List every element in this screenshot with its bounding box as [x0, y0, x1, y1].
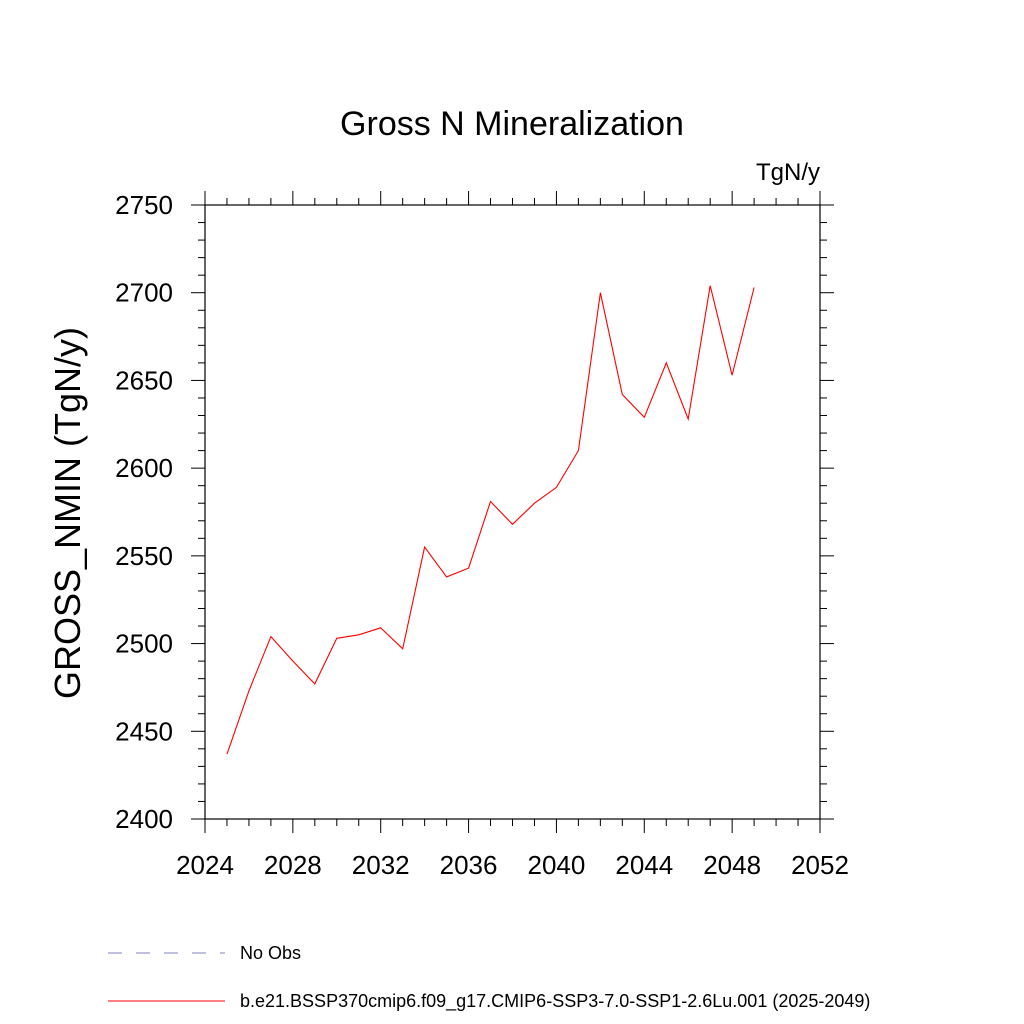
plot-frame [204, 204, 821, 820]
axis-ticks [191, 191, 834, 833]
y-axis-label: GROSS_NMIN (TgN/y) [47, 327, 88, 699]
y-tick-label: 2750 [115, 190, 173, 220]
x-tick-label: 2052 [791, 850, 849, 880]
series-line [226, 285, 755, 755]
x-tick-label: 2024 [176, 850, 234, 880]
legend-label-model: b.e21.BSSP370cmip6.f09_g17.CMIP6-SSP3-7.… [240, 991, 870, 1012]
legend: No Obs b.e21.BSSP370cmip6.f09_g17.CMIP6-… [108, 943, 870, 1012]
x-tick-label: 2044 [615, 850, 673, 880]
y-tick-label: 2500 [115, 629, 173, 659]
chart-title: Gross N Mineralization [340, 105, 684, 143]
legend-label-no-obs: No Obs [240, 943, 301, 963]
y-tick-label: 2450 [115, 716, 173, 746]
x-tick-label: 2028 [264, 850, 322, 880]
y-tick-label: 2700 [115, 278, 173, 308]
y-tick-label: 2400 [115, 804, 173, 834]
series-group [226, 285, 755, 755]
x-tick-label: 2032 [352, 850, 410, 880]
y-tick-label: 2550 [115, 541, 173, 571]
y-tick-label: 2650 [115, 365, 173, 395]
x-tick-label: 2040 [528, 850, 586, 880]
x-tick-label: 2036 [440, 850, 498, 880]
x-tick-label: 2048 [703, 850, 761, 880]
y-tick-label: 2600 [115, 453, 173, 483]
units-label: TgN/y [756, 159, 820, 186]
tick-labels: 2024 2028 2032 2036 2040 2044 2048 2052 2400 2450… [115, 190, 849, 880]
